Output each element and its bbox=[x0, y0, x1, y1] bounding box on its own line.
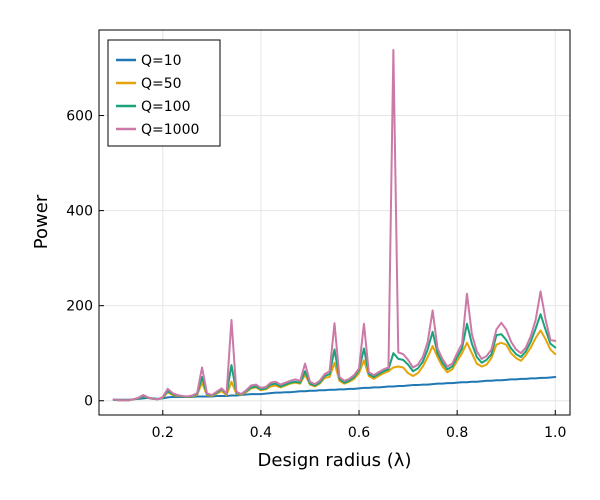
y-axis-title: Power bbox=[31, 194, 52, 249]
legend-label: Q=1000 bbox=[141, 122, 199, 138]
x-axis-title: Design radius (λ) bbox=[258, 450, 412, 471]
y-tick-label: 400 bbox=[66, 204, 93, 220]
x-tick-label: 0.4 bbox=[250, 425, 272, 441]
x-tick-label: 0.6 bbox=[348, 425, 370, 441]
y-axis-ticks: 0 200 400 600 bbox=[66, 109, 104, 410]
x-tick-label: 0.2 bbox=[152, 425, 174, 441]
series-line-q-1000 bbox=[112, 48, 557, 402]
legend-items: Q=10 Q=50 Q=100 Q=1000 bbox=[116, 53, 199, 138]
x-tick-label: 1.0 bbox=[544, 425, 566, 441]
y-tick-label: 0 bbox=[84, 394, 93, 410]
y-tick-label: 600 bbox=[66, 109, 93, 125]
plot-frame bbox=[98, 29, 571, 416]
grid bbox=[99, 30, 570, 415]
legend-label: Q=50 bbox=[141, 76, 182, 92]
x-tick-label: 0.8 bbox=[446, 425, 468, 441]
y-tick-label: 200 bbox=[66, 299, 93, 315]
x-axis-ticks: 0.2 0.4 0.6 0.8 1.0 bbox=[152, 410, 566, 441]
legend-label: Q=100 bbox=[141, 99, 190, 115]
series-lines bbox=[112, 48, 557, 402]
legend-label: Q=10 bbox=[141, 53, 182, 69]
legend: Q=10 Q=50 Q=100 Q=1000 bbox=[107, 39, 221, 147]
